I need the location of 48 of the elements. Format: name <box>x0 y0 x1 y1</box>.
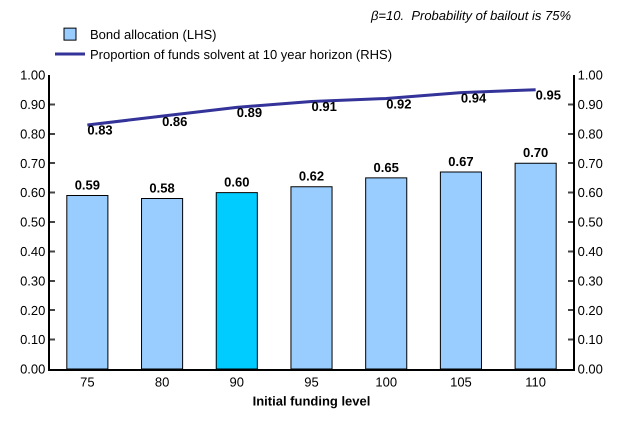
y2-tick-label: 1.00 <box>578 68 603 83</box>
y2-tick-label: 0.30 <box>578 273 603 288</box>
x-tick-label: 105 <box>450 374 472 390</box>
y2-tick-label: 0.80 <box>578 126 603 142</box>
y2-tick-label: 0.20 <box>578 302 603 318</box>
y-tick-label: 0.90 <box>20 96 46 112</box>
data-label: 0.67 <box>448 154 474 170</box>
y-tick-label: 0.80 <box>20 126 46 142</box>
y-tick-label: 0.50 <box>20 214 46 230</box>
y2-tick-label: 0.40 <box>578 244 603 259</box>
y-tick-label: 1.00 <box>20 68 46 83</box>
data-label: 0.86 <box>162 114 188 129</box>
data-label: 0.59 <box>74 178 100 193</box>
data-label: 0.91 <box>312 99 337 114</box>
x-tick-label: 100 <box>375 374 398 390</box>
y-tick-label: 0.20 <box>20 302 46 318</box>
x-tick-label: 80 <box>154 374 170 390</box>
data-label: 0.92 <box>386 96 412 112</box>
x-tick-label: 90 <box>230 374 244 390</box>
data-label: 0.83 <box>87 122 113 138</box>
y2-tick-label: 0.00 <box>578 362 603 377</box>
data-label: 0.89 <box>236 105 262 120</box>
x-tick-label: 110 <box>525 374 546 390</box>
data-label: 0.70 <box>522 145 548 160</box>
y-tick-label: 0.00 <box>20 362 46 377</box>
data-label: 0.62 <box>298 168 324 184</box>
y-tick-label: 0.30 <box>20 273 46 288</box>
data-label: 0.94 <box>460 90 487 106</box>
data-label: 0.60 <box>224 174 250 190</box>
data-label: 0.95 <box>536 87 561 102</box>
x-tick-label: 75 <box>80 374 95 390</box>
x-axis-title: Initial funding level <box>252 394 370 409</box>
data-label: 0.58 <box>149 180 175 196</box>
text: β=10. Probability of bailout is 75% <box>370 8 572 23</box>
y2-tick-label: 0.60 <box>578 185 603 200</box>
legend-label: Bond allocation (LHS) <box>90 27 216 42</box>
y-tick-label: 0.10 <box>20 332 46 348</box>
y-tick-label: 0.70 <box>20 156 46 171</box>
data-label: 0.65 <box>374 160 399 175</box>
legend-label: Proportion of funds solvent at 10 year horizon (RHS) <box>90 47 392 62</box>
y2-tick-label: 0.70 <box>578 156 603 171</box>
y2-tick-label: 0.90 <box>578 96 603 112</box>
y2-tick-label: 0.10 <box>578 332 603 348</box>
y2-tick-label: 0.50 <box>578 214 603 230</box>
y-tick-label: 0.60 <box>20 185 46 200</box>
x-tick-label: 95 <box>304 374 319 390</box>
line-series <box>86 88 538 126</box>
y-tick-label: 0.40 <box>20 244 46 259</box>
